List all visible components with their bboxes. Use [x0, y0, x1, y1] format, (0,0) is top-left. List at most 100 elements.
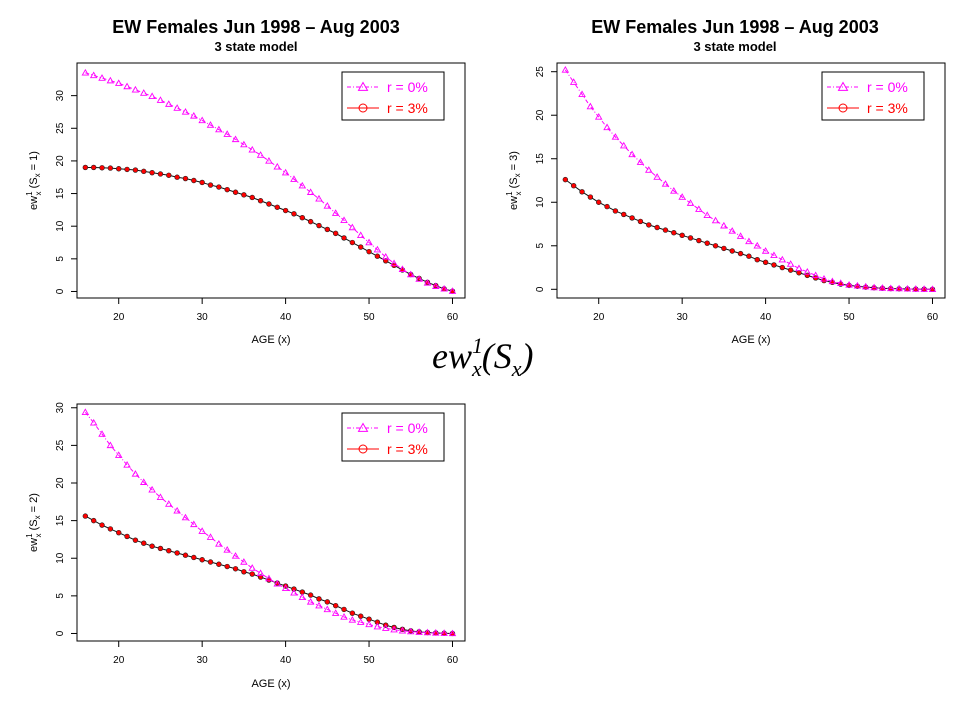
series-line-r3 [85, 166, 453, 292]
data-point-r0 [670, 187, 678, 194]
legend-label-r0: r = 0% [387, 420, 428, 436]
data-point-r3 [307, 218, 314, 225]
data-point-r3 [696, 237, 702, 244]
data-point-r0 [861, 282, 870, 290]
data-point-r3 [82, 164, 89, 171]
data-point-r3 [266, 201, 272, 207]
data-point-r0 [373, 245, 382, 253]
data-point-r3 [687, 235, 694, 241]
data-point-r3 [787, 267, 794, 273]
data-point-r3 [374, 253, 381, 259]
data-point-r0 [406, 270, 415, 278]
data-point-r0 [290, 588, 298, 596]
data-point-r0 [139, 478, 148, 485]
data-point-r0 [611, 133, 620, 140]
data-point-r3 [679, 232, 685, 239]
data-point-r0 [786, 260, 795, 267]
chart-title: EW Females Jun 1998 – Aug 2003 [112, 17, 399, 37]
chart-title: EW Females Jun 1998 – Aug 2003 [591, 17, 878, 37]
data-point-r3 [737, 250, 744, 257]
data-point-r3 [349, 610, 356, 616]
x-tick-label: 50 [363, 655, 375, 666]
data-point-r0 [381, 252, 390, 260]
data-point-r0 [678, 193, 686, 200]
x-tick-label: 20 [113, 655, 125, 666]
data-point-r0 [123, 82, 131, 90]
data-point-r0 [315, 194, 323, 202]
data-point-r3 [232, 566, 239, 572]
data-point-r3 [282, 207, 289, 214]
formula-label: ew1 x(Sx) [432, 333, 534, 381]
y-tick-label: 0 [55, 288, 66, 294]
x-tick-label: 20 [113, 312, 125, 323]
data-point-r0 [870, 283, 878, 291]
y-tick-label: 30 [55, 402, 66, 414]
legend-marker-r3 [358, 444, 368, 454]
y-axis-label: ew1x (Sx = 3) [505, 151, 523, 210]
data-point-r3 [349, 239, 356, 246]
data-point-r3 [779, 264, 785, 271]
data-point-r0 [820, 274, 828, 282]
data-point-r3 [357, 244, 364, 250]
x-tick-label: 30 [197, 655, 209, 666]
data-point-r0 [415, 275, 423, 282]
data-point-r3 [729, 248, 735, 254]
data-point-r0 [703, 211, 711, 219]
data-point-r0 [340, 613, 348, 620]
data-point-r0 [81, 68, 90, 76]
y-tick-label: 5 [55, 256, 66, 262]
y-tick-label: 15 [55, 188, 66, 200]
data-point-r0 [440, 629, 448, 636]
data-point-r0 [106, 441, 115, 449]
legend-box [341, 71, 445, 121]
legend: r = 0% r = 3% [821, 71, 925, 121]
data-point-r0 [745, 237, 753, 245]
y-tick-label: 15 [55, 515, 66, 527]
data-point-r0 [206, 533, 215, 540]
data-point-r0 [215, 125, 223, 133]
data-point-r0 [215, 540, 223, 547]
data-point-r3 [166, 548, 172, 554]
data-point-r0 [853, 281, 862, 289]
data-point-r0 [661, 180, 670, 187]
series-line-r0 [564, 69, 933, 290]
data-point-r0 [886, 284, 895, 292]
data-point-r0 [398, 626, 407, 634]
data-point-r0 [240, 558, 248, 565]
x-tick-label: 60 [927, 312, 939, 323]
y-tick-label: 25 [535, 66, 546, 78]
data-point-r0 [398, 265, 407, 272]
data-point-r3 [307, 592, 314, 598]
data-point-r0 [720, 221, 728, 229]
data-point-r3 [199, 179, 205, 186]
chart-bottom-left: 20 30 40 50 60 0 5 10 15 20 25 30 AGE (x) ew1x (Sx = … [25, 402, 466, 690]
data-point-r3 [746, 253, 752, 259]
y-tick-label: 25 [55, 122, 66, 134]
data-point-r3 [754, 257, 760, 263]
data-point-r0 [836, 279, 845, 286]
data-point-r3 [671, 230, 677, 236]
data-point-r3 [191, 554, 197, 561]
data-point-r3 [149, 169, 155, 176]
data-point-r3 [621, 211, 627, 218]
legend-label-r0: r = 0% [387, 79, 428, 95]
chart-subtitle: 3 state model [214, 39, 297, 54]
data-point-r3 [257, 198, 264, 204]
data-point-r0 [728, 227, 737, 234]
data-point-r3 [704, 240, 710, 246]
data-point-r0 [173, 104, 181, 111]
data-point-r0 [223, 130, 231, 137]
data-point-r0 [736, 232, 745, 239]
data-point-r3 [604, 203, 610, 210]
data-point-r0 [181, 108, 190, 115]
data-point-r3 [712, 243, 719, 249]
data-point-r3 [90, 517, 97, 524]
data-point-r3 [570, 183, 577, 189]
data-point-r3 [646, 222, 652, 228]
x-tick-label: 50 [843, 312, 855, 323]
data-point-r0 [365, 620, 373, 628]
data-point-r0 [98, 74, 106, 81]
x-tick-label: 60 [447, 312, 459, 323]
data-point-r3 [82, 513, 89, 519]
